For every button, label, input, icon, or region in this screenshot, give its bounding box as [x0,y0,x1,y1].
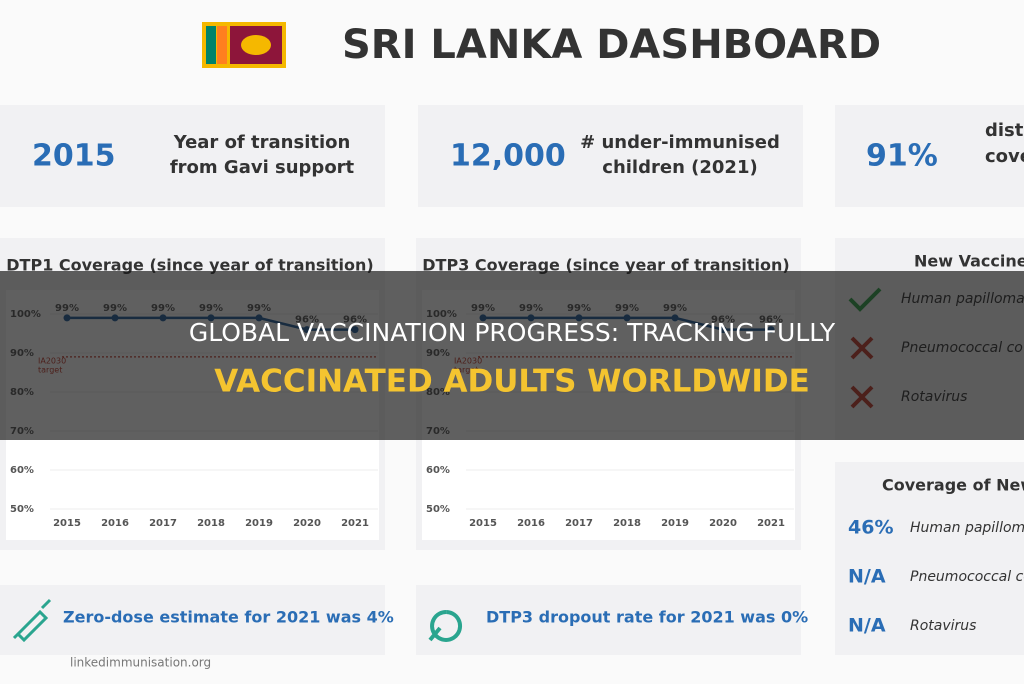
chart-title: DTP1 Coverage (since year of transition) [6,256,373,275]
coverage-name: Human papillom [910,520,1024,536]
x-tick-label: 2020 [709,518,737,529]
chart-title: DTP3 Coverage (since year of transition) [422,256,789,275]
stat-label: # under-immunised [580,132,780,153]
coverage-value: 46% [848,517,893,539]
stat-label: cove [985,146,1024,167]
dashboard-title: SRI LANKA DASHBOARD [342,22,881,68]
coverage-value: N/A [848,566,886,588]
y-tick-label: 50% [426,504,450,515]
x-tick-label: 2018 [197,518,225,529]
card [835,105,1024,207]
x-tick-label: 2015 [469,518,497,529]
callout-text: Zero-dose estimate for 2021 was 4% [63,608,394,627]
x-tick-label: 2021 [341,518,369,529]
source: linkedimmunisation.org [70,656,211,670]
x-tick-label: 2019 [245,518,273,529]
stat-value: 91% [866,139,938,174]
coverage-name: Rotavirus [910,618,976,634]
x-tick-label: 2015 [53,518,81,529]
stat-value: 2015 [32,139,116,174]
card [835,462,1024,655]
x-tick-label: 2017 [565,518,593,529]
card [418,105,803,207]
flag [202,22,286,68]
x-tick-label: 2020 [293,518,321,529]
stat-label: dist [985,120,1024,141]
overlay-title: GLOBAL VACCINATION PROGRESS: TRACKING FU… [189,318,836,347]
x-tick-label: 2018 [613,518,641,529]
x-tick-label: 2021 [757,518,785,529]
stat-label: from Gavi support [170,157,355,178]
callout-text: DTP3 dropout rate for 2021 was 0% [486,608,808,627]
y-tick-label: 60% [426,465,450,476]
y-tick-label: 60% [10,465,34,476]
x-tick-label: 2019 [661,518,689,529]
coverage-value: N/A [848,615,886,637]
card-title: Coverage of New [882,476,1024,495]
x-tick-label: 2016 [517,518,545,529]
card [416,585,801,655]
stat-label: Year of transition [173,132,351,153]
card [0,105,385,207]
syringe-icon [12,598,52,643]
magnifier-icon [428,610,463,642]
card [0,585,385,655]
coverage-name: Pneumococcal co [910,569,1024,585]
stat-label: children (2021) [602,157,757,178]
x-tick-label: 2017 [149,518,177,529]
x-tick-label: 2016 [101,518,129,529]
stat-value: 12,000 [450,139,566,174]
overlay-title: VACCINATED ADULTS WORLDWIDE [214,364,810,400]
overlay-band [0,271,1024,440]
y-tick-label: 50% [10,504,34,515]
card-title: New Vaccine [914,252,1024,271]
